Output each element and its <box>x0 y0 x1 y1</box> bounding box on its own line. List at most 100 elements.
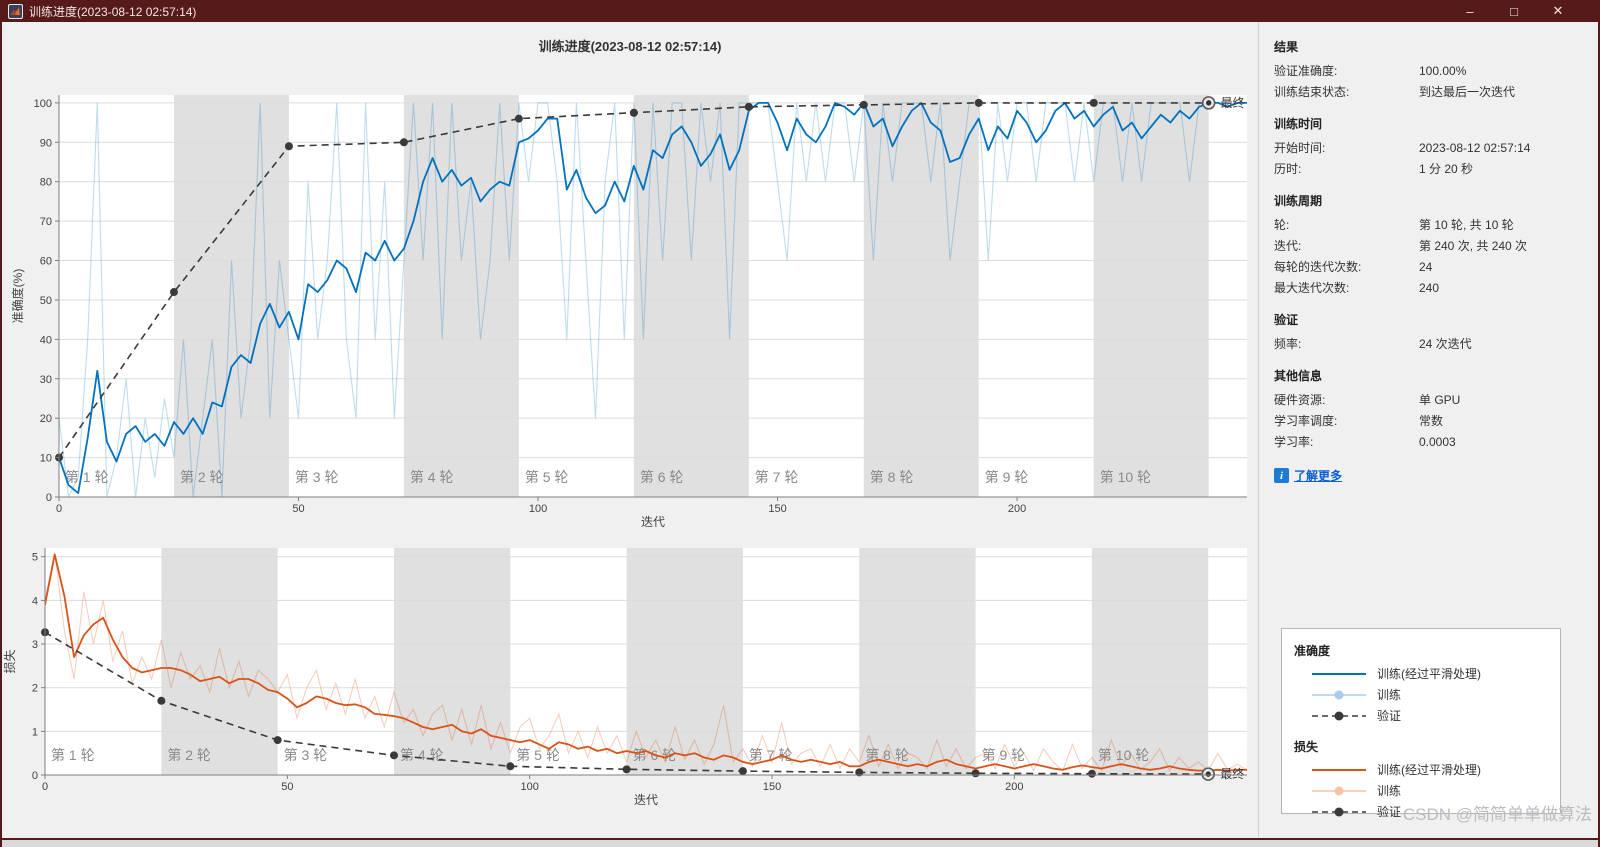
legend-label: 验证 <box>1377 709 1402 723</box>
info-label: 轮: <box>1274 218 1290 232</box>
epoch-bands <box>173 95 1209 497</box>
info-value: 到达最后一次迭代 <box>1419 85 1516 99</box>
x-tick-label: 0 <box>42 781 48 793</box>
legend-label: 训练 <box>1377 784 1402 798</box>
epoch-bands <box>161 548 1209 775</box>
y-tick-label: 30 <box>40 374 52 386</box>
x-tick-label: 0 <box>56 503 62 515</box>
info-value: 1 分 20 秒 <box>1419 162 1474 176</box>
info-row: 频率: 24 次迭代 <box>1274 334 1598 355</box>
y-axis-label: 准确度(%) <box>10 269 25 324</box>
y-tick-label: 20 <box>40 413 52 425</box>
final-marker: 最终 <box>1201 95 1245 110</box>
learn-more-label: 了解更多 <box>1294 469 1343 483</box>
info-value: 第 240 次, 共 240 次 <box>1419 239 1528 253</box>
epoch-label: 第 3 轮 <box>284 747 328 763</box>
y-axis-label: 损失 <box>2 649 17 673</box>
legend-box: 准确度 训练(经过平滑处理) 训练 验证 损失 <box>1281 628 1561 819</box>
x-tick-label: 100 <box>520 781 538 793</box>
section-heading-training-time: 训练时间 <box>1274 117 1323 131</box>
legend-heading-loss: 损失 <box>1294 740 1319 754</box>
epoch-labels: 第 1 轮第 2 轮第 3 轮第 4 轮第 5 轮第 6 轮第 7 轮第 8 轮… <box>51 747 1149 763</box>
info-row: 每轮的迭代次数: 24 <box>1274 257 1598 278</box>
epoch-label: 第 9 轮 <box>982 747 1026 763</box>
y-tick-label: 60 <box>40 256 52 268</box>
info-row: 验证准确度: 100.00% <box>1274 61 1598 82</box>
x-axis-label: 迭代 <box>634 793 658 807</box>
epoch-label: 第 3 轮 <box>295 469 339 485</box>
learn-more-link[interactable]: i 了解更多 <box>1274 467 1598 484</box>
legend-label: 验证 <box>1377 805 1402 819</box>
legend-item: 训练(经过平滑处理) <box>1310 759 1560 780</box>
section-heading-validation: 验证 <box>1274 313 1299 327</box>
close-button[interactable]: ✕ <box>1552 3 1564 18</box>
epoch-label: 第 6 轮 <box>640 469 684 485</box>
epoch-label: 第 7 轮 <box>749 747 793 763</box>
info-label: 迭代: <box>1274 239 1302 253</box>
info-row: 硬件资源: 单 GPU <box>1274 390 1598 411</box>
figure-title: 训练进度(2023-08-12 02:57:14) <box>538 39 722 54</box>
info-label: 验证准确度: <box>1274 64 1338 78</box>
info-row: 最大迭代次数: 240 <box>1274 278 1598 299</box>
window-titlebar: 训练进度(2023-08-12 02:57:14) – □ ✕ <box>2 0 1598 22</box>
legend-line-sample <box>1312 768 1366 771</box>
section-heading-other-info: 其他信息 <box>1274 369 1323 383</box>
y-tick-label: 70 <box>40 216 52 228</box>
epoch-label: 第 8 轮 <box>865 747 909 763</box>
epoch-label: 第 4 轮 <box>410 469 454 485</box>
legend-label: 训练(经过平滑处理) <box>1377 667 1481 681</box>
maximize-button[interactable]: □ <box>1510 3 1518 19</box>
info-row: 开始时间: 2023-08-12 02:57:14 <box>1274 138 1598 159</box>
y-tick-label: 10 <box>40 453 52 465</box>
info-value: 100.00% <box>1419 64 1467 78</box>
window-bottom-border <box>2 838 1598 840</box>
validation-markers <box>41 628 1096 778</box>
info-panel: 结果 验证准确度: 100.00% 训练结束状态: 到达最后一次迭代 训练时间 … <box>1259 22 1598 837</box>
legend-item: 训练 <box>1310 780 1560 801</box>
legend-item: 验证 <box>1310 705 1560 726</box>
raw-series <box>59 102 1247 499</box>
legend-item: 训练 <box>1310 684 1560 705</box>
epoch-labels: 第 1 轮第 2 轮第 3 轮第 4 轮第 5 轮第 6 轮第 7 轮第 8 轮… <box>65 469 1151 485</box>
legend-line-sample <box>1312 672 1366 675</box>
info-value: 24 <box>1419 260 1433 274</box>
epoch-label: 第 10 轮 <box>1098 747 1149 763</box>
y-tick-label: 0 <box>32 770 38 782</box>
info-label: 开始时间: <box>1274 141 1326 155</box>
epoch-label: 第 5 轮 <box>525 469 569 485</box>
y-tick-label: 90 <box>40 137 52 149</box>
y-tick-label: 0 <box>46 492 52 504</box>
section-heading-training-cycle: 训练周期 <box>1274 194 1323 208</box>
info-label: 学习率: <box>1274 435 1314 449</box>
legend-line-sample <box>1312 807 1366 816</box>
panel-divider <box>1258 22 1259 837</box>
legend-line-sample <box>1312 711 1366 720</box>
info-value: 2023-08-12 02:57:14 <box>1419 141 1531 155</box>
epoch-label: 第 1 轮 <box>51 747 95 763</box>
y-tick-label: 2 <box>32 683 38 695</box>
info-label: 最大迭代次数: <box>1274 281 1350 295</box>
epoch-label: 第 4 轮 <box>400 747 444 763</box>
epoch-label: 第 2 轮 <box>180 469 224 485</box>
info-label: 硬件资源: <box>1274 393 1326 407</box>
x-tick-label: 200 <box>1005 781 1023 793</box>
epoch-label: 第 2 轮 <box>167 747 211 763</box>
epoch-label: 第 5 轮 <box>516 747 560 763</box>
legend-label: 训练(经过平滑处理) <box>1377 763 1481 777</box>
smoothed-series <box>45 553 1247 772</box>
final-label: 最终 <box>1220 766 1244 781</box>
x-tick-label: 50 <box>292 503 304 515</box>
validation-series <box>45 631 1209 775</box>
info-value: 0.0003 <box>1419 435 1456 449</box>
smoothed-series <box>59 102 1247 495</box>
loss-chart: 第 1 轮第 2 轮第 3 轮第 4 轮第 5 轮第 6 轮第 7 轮第 8 轮… <box>2 548 1248 807</box>
legend-line-sample <box>1312 690 1366 699</box>
x-axis-label: 迭代 <box>641 515 665 529</box>
y-tick-label: 1 <box>32 726 38 738</box>
minimize-button[interactable]: – <box>1466 3 1474 19</box>
info-label: 学习率调度: <box>1274 414 1338 428</box>
final-label: 最终 <box>1221 95 1245 110</box>
x-tick-label: 150 <box>768 503 786 515</box>
